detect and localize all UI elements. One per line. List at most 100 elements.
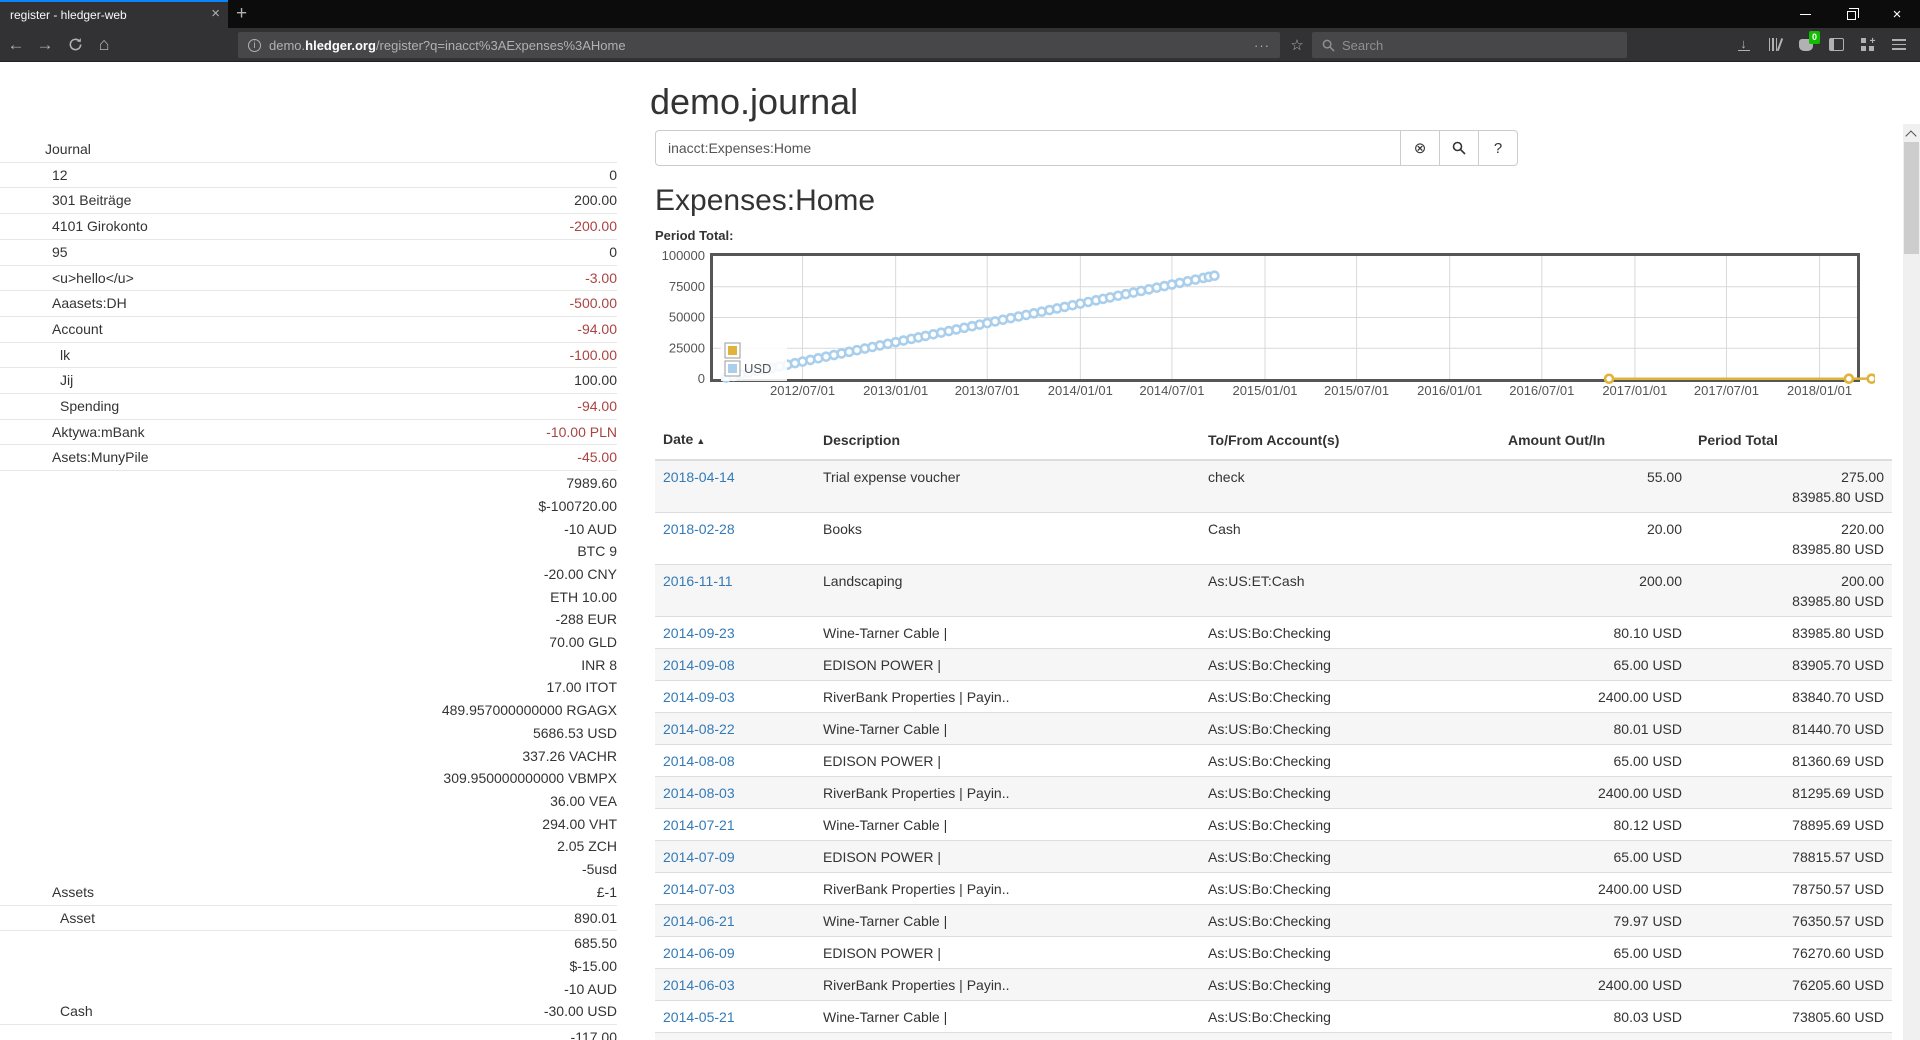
transaction-date-link[interactable]: 2014-07-03 (663, 880, 735, 897)
account-row[interactable]: 4101 Girokonto -200.00 (0, 214, 617, 240)
account-name[interactable]: Cash (60, 1003, 93, 1020)
account-row[interactable]: <u>hello</u> -3.00 (0, 266, 617, 292)
account-name[interactable]: 4101 Girokonto (52, 218, 148, 235)
transaction-date-link[interactable]: 2014-08-03 (663, 784, 735, 801)
window-close-button[interactable]: × (1874, 0, 1920, 28)
transaction-amount: 79.97 USD (1500, 904, 1690, 937)
back-button[interactable]: ← (7, 34, 25, 54)
site-info-icon[interactable]: i (248, 38, 261, 52)
transaction-account: As:US:Bo:Checking (1200, 968, 1500, 1001)
grid-icon: + (1860, 36, 1876, 52)
account-row[interactable]: Assets 7989.60 $-100720.00 -10 AUD BTC 9 -20.… (0, 471, 617, 906)
col-date[interactable]: Date ▲ (655, 423, 815, 461)
window-controls: × (1782, 0, 1920, 28)
query-input[interactable] (655, 130, 1401, 166)
account-row[interactable]: Asets:MunyPile -45.00 (0, 445, 617, 472)
period-total: 81295.69 USD (1690, 776, 1892, 809)
svg-text:50000: 50000 (669, 310, 705, 325)
transaction-account: As:US:Bo:Checking (1200, 776, 1500, 809)
period-total: 78895.69 USD (1690, 808, 1892, 841)
help-button[interactable]: ? (1478, 130, 1518, 166)
transaction-date-link[interactable]: 2014-05-21 (663, 1008, 735, 1025)
account-name[interactable]: Account (52, 320, 103, 337)
transaction-date-link[interactable]: 2014-09-08 (663, 656, 735, 673)
account-heading: Expenses:Home (655, 184, 876, 217)
page-actions-icon[interactable]: ··· (1254, 37, 1270, 53)
transaction-date-link[interactable]: 2014-06-03 (663, 976, 735, 993)
window-restore-button[interactable] (1828, 0, 1874, 28)
account-row[interactable]: Asset 890.01 (0, 906, 617, 932)
account-row[interactable]: Aktywa:mBank -10.00 PLN (0, 420, 617, 446)
url-bar[interactable]: i demo.hledger.org/register?q=inacct%3AE… (238, 32, 1280, 58)
tab-close-icon[interactable]: × (211, 5, 220, 22)
scroll-up-icon[interactable] (1905, 130, 1917, 142)
transaction-date-link[interactable]: 2014-09-03 (663, 688, 735, 705)
downloads-button[interactable]: ↓ (1728, 28, 1759, 61)
account-name[interactable]: 95 (52, 243, 68, 260)
account-row[interactable]: Jij 100.00 (0, 368, 617, 395)
forward-button[interactable]: → (36, 34, 54, 54)
transaction-date-link[interactable]: 2018-02-28 (663, 520, 735, 537)
account-list: 12 0 301 Beiträge 200.00 4101 Girokonto -200.… (0, 163, 617, 1040)
transaction-date-link[interactable]: 2014-09-23 (663, 624, 735, 641)
account-name[interactable]: 301 Beiträge (52, 192, 132, 209)
account-name[interactable]: Aktywa:mBank (52, 423, 145, 440)
browser-tab[interactable]: register - hledger-web × (0, 0, 228, 28)
account-name[interactable]: lk (60, 346, 71, 363)
transaction-date-link[interactable]: 2014-08-08 (663, 752, 735, 769)
account-name[interactable]: Aaasets:DH (52, 295, 127, 312)
transaction-date-link[interactable]: 2016-11-11 (663, 572, 733, 589)
account-name[interactable]: 12 (52, 166, 68, 183)
period-total: 200.00 83985.80 USD (1690, 564, 1892, 617)
account-row[interactable]: 12 0 (0, 163, 617, 189)
reload-button[interactable] (60, 28, 90, 61)
window-minimize-button[interactable] (1782, 0, 1828, 28)
account-row[interactable]: Aaasets:DH -500.00 (0, 291, 617, 317)
account-name[interactable]: Assets (52, 883, 95, 900)
search-button[interactable] (1439, 130, 1479, 166)
new-tab-button[interactable]: + (236, 3, 248, 24)
transaction-date-link[interactable]: 2018-04-14 (663, 468, 735, 485)
transaction-date-link[interactable]: 2014-08-22 (663, 720, 735, 737)
account-row[interactable]: Account -94.00 (0, 317, 617, 343)
transaction-date-link[interactable]: 2014-07-09 (663, 848, 735, 865)
account-balance: -3.00 (585, 269, 617, 286)
screenshots-grid-button[interactable]: + (1852, 28, 1883, 61)
account-name[interactable]: <u>hello</u> (52, 269, 134, 286)
transaction-date-link[interactable]: 2014-06-21 (663, 912, 735, 929)
svg-text:2017/01/01: 2017/01/01 (1602, 383, 1667, 398)
page-scrollbar[interactable] (1903, 124, 1920, 1040)
transaction-account: As:US:Bo:Checking (1200, 1032, 1500, 1040)
journal-link[interactable]: Journal (45, 141, 91, 157)
bookmark-star-icon[interactable]: ☆ (1290, 37, 1304, 54)
account-name[interactable]: Jij (60, 372, 74, 389)
account-name[interactable]: Asset (60, 909, 96, 926)
scrollbar-thumb[interactable] (1904, 142, 1919, 254)
magnifier-icon (1452, 141, 1466, 155)
browser-search-bar[interactable]: Search (1312, 32, 1627, 58)
extension-button[interactable]: 0 (1790, 28, 1821, 61)
account-row[interactable]: lk -100.00 (0, 343, 617, 369)
period-total: 275.00 83985.80 USD (1690, 459, 1892, 513)
account-row[interactable]: 95 0 (0, 240, 617, 266)
account-row[interactable]: Cash 685.50 $-15.00 -10 AUD -30.00 USD (0, 931, 617, 1026)
clear-query-button[interactable]: ⊗ (1400, 130, 1440, 166)
transaction-description: Wine-Tarner Cable | (815, 1000, 1200, 1033)
library-button[interactable] (1759, 28, 1790, 61)
transaction-date-link[interactable]: 2014-06-09 (663, 944, 735, 961)
menu-button[interactable] (1883, 28, 1914, 61)
sidebars-button[interactable] (1821, 28, 1852, 61)
account-name[interactable]: Asets:MunyPile (52, 449, 149, 466)
transaction-amount: 65.00 USD (1500, 744, 1690, 777)
account-balance: -45.00 (577, 449, 617, 466)
account-row[interactable]: Spending -94.00 (0, 394, 617, 420)
account-name[interactable]: Spending (60, 398, 120, 415)
transaction-date-link[interactable]: 2014-07-21 (663, 816, 735, 833)
download-icon: ↓ (1737, 37, 1750, 52)
account-row[interactable]: -117.00 (0, 1025, 617, 1040)
period-total-chart[interactable]: 0 25000 50000 75000 100000 2012/07/01 2013/01/… (655, 251, 1875, 403)
transaction-account: As:US:Bo:Checking (1200, 680, 1500, 713)
sidebar-journal-row[interactable]: Journal (0, 137, 617, 163)
home-button[interactable]: ⌂ (98, 34, 110, 54)
account-row[interactable]: 301 Beiträge 200.00 (0, 188, 617, 215)
